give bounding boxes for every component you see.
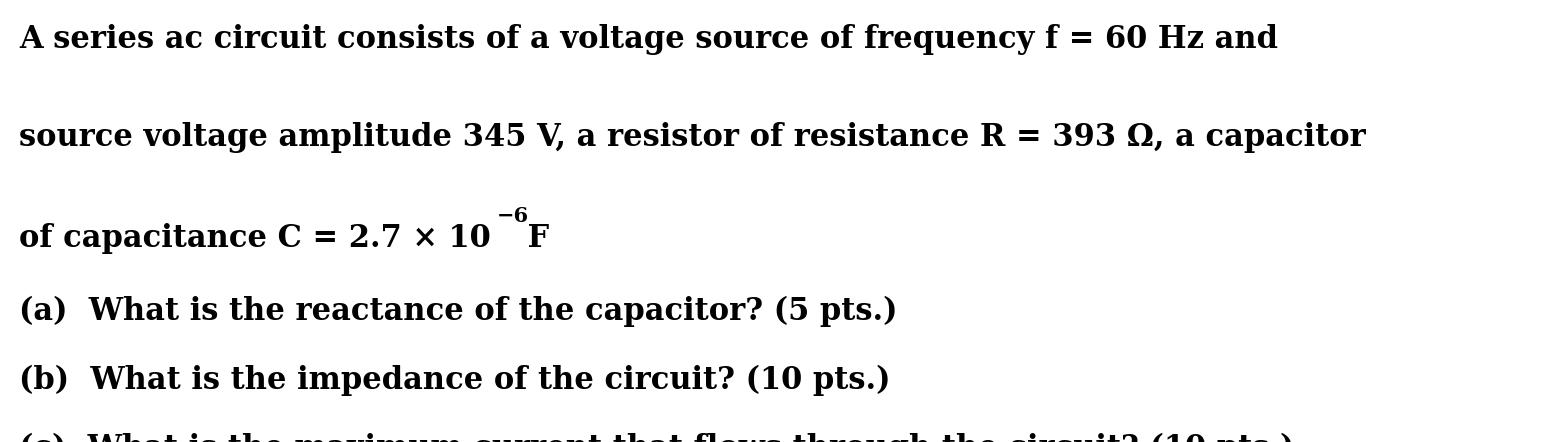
Text: source voltage amplitude 345 V, a resistor of resistance R = 393 Ω, a capacitor: source voltage amplitude 345 V, a resist… bbox=[19, 122, 1366, 152]
Text: F: F bbox=[517, 223, 550, 254]
Text: (a)  What is the reactance of the capacitor? (5 pts.): (a) What is the reactance of the capacit… bbox=[19, 296, 897, 328]
Text: A series ac circuit consists of a voltage source of frequency f = 60 Hz and: A series ac circuit consists of a voltag… bbox=[19, 24, 1279, 55]
Text: of capacitance C = 2.7 × 10: of capacitance C = 2.7 × 10 bbox=[19, 223, 491, 254]
Text: (b)  What is the impedance of the circuit? (10 pts.): (b) What is the impedance of the circuit… bbox=[19, 365, 891, 396]
Text: (c)  What is the maximum current that flows through the circuit? (10 pts.): (c) What is the maximum current that flo… bbox=[19, 433, 1294, 442]
Text: −6: −6 bbox=[497, 206, 530, 225]
